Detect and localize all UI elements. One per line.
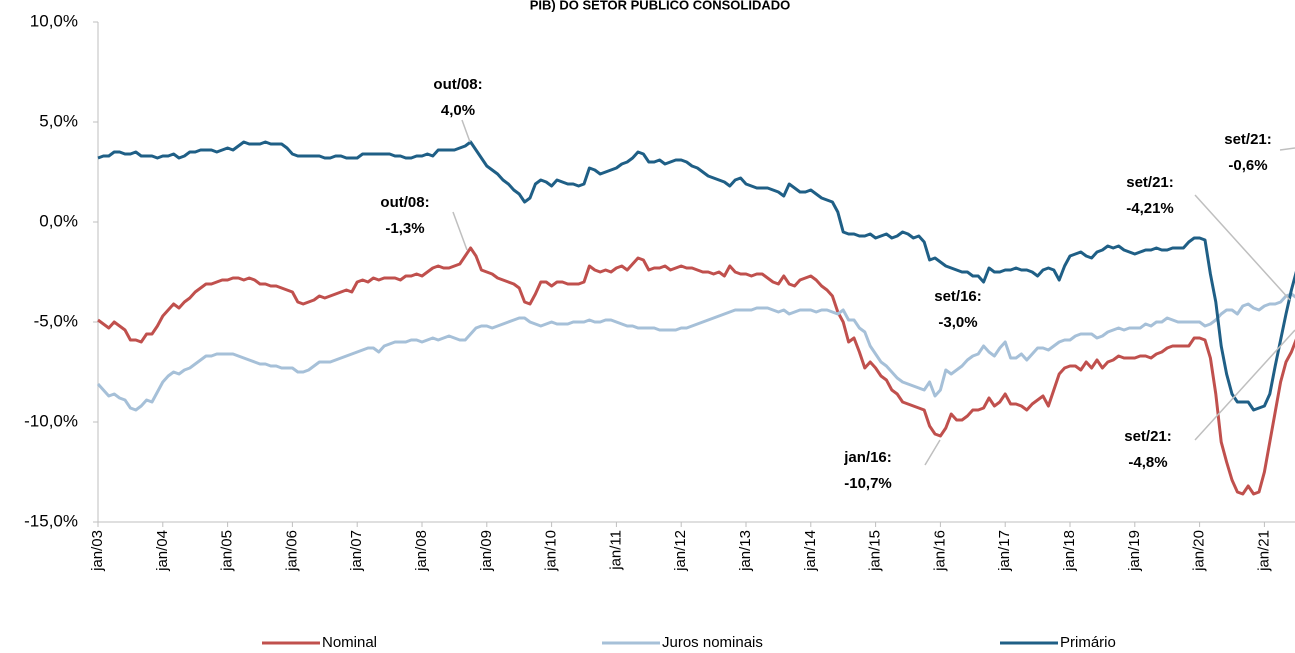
series-line — [97, 246, 1295, 496]
y-tick-label: 5,0% — [39, 111, 78, 130]
x-tick-label: jan/18 — [1061, 530, 1078, 572]
annotation: -10,7% — [844, 475, 892, 492]
series-line — [96, 292, 1295, 412]
leader-line — [1194, 194, 1291, 301]
x-tick-label: jan/13 — [737, 530, 754, 572]
annotation: out/08: — [380, 194, 429, 211]
x-tick-label: jan/11 — [607, 530, 624, 571]
x-tick-label: jan/15 — [867, 530, 884, 572]
annotation: -4,21% — [1126, 200, 1174, 217]
chart-title: PIB) DO SETOR PÚBLICO CONSOLIDADO — [530, 0, 791, 12]
legend-label: Nominal — [322, 634, 377, 651]
y-tick-label: -10,0% — [24, 411, 78, 430]
x-tick-label: jan/19 — [1126, 530, 1143, 572]
x-tick-label: jan/08 — [413, 530, 430, 572]
annotation: -1,3% — [385, 220, 424, 237]
annotation: set/21: — [1124, 428, 1172, 445]
legend-label: Primário — [1060, 634, 1116, 651]
annotation: out/08: — [433, 76, 482, 93]
x-tick-label: jan/16 — [931, 530, 948, 572]
x-tick-label: jan/12 — [672, 530, 689, 572]
leader-line — [461, 119, 471, 143]
x-tick-label: jan/21 — [1255, 530, 1272, 572]
y-tick-label: -5,0% — [34, 311, 78, 330]
y-tick-label: 10,0% — [30, 11, 78, 30]
x-tick-label: jan/09 — [478, 530, 495, 572]
annotation: jan/16: — [843, 449, 892, 466]
leader-line — [1194, 329, 1295, 441]
annotation: -0,6% — [1228, 157, 1267, 174]
leader-line — [924, 439, 941, 466]
y-tick-label: -15,0% — [24, 511, 78, 530]
x-tick-label: jan/17 — [996, 530, 1013, 572]
annotation: set/21: — [1224, 131, 1272, 148]
annotation: set/21: — [1126, 174, 1174, 191]
annotation: 4,0% — [441, 102, 475, 119]
x-tick-label: jan/06 — [283, 530, 300, 572]
annotation: -3,0% — [938, 314, 977, 331]
x-tick-label: jan/20 — [1191, 530, 1208, 572]
annotation: -4,8% — [1128, 454, 1167, 471]
x-tick-label: jan/05 — [219, 530, 236, 572]
series-line — [97, 140, 1295, 412]
x-tick-label: jan/14 — [802, 530, 819, 572]
x-tick-label: jan/04 — [154, 530, 171, 572]
leader-line — [452, 211, 468, 251]
x-tick-label: jan/07 — [348, 530, 365, 572]
x-tick-label: jan/03 — [89, 530, 106, 572]
legend-label: Juros nominais — [662, 634, 763, 651]
x-tick-label: jan/10 — [543, 530, 560, 572]
y-tick-label: 0,0% — [39, 211, 78, 230]
leader-line — [1279, 147, 1295, 151]
annotation: set/16: — [934, 288, 982, 305]
